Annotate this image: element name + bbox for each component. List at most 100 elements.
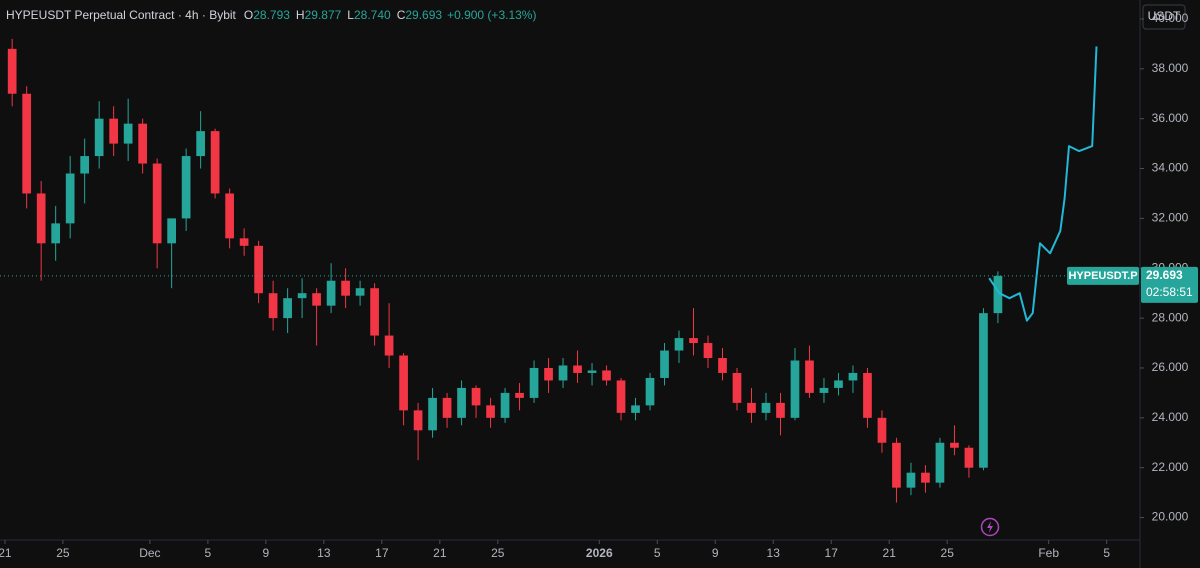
candle-body — [370, 288, 379, 336]
candle-body — [355, 288, 365, 296]
candle-body — [7, 48, 17, 94]
x-tick-label: Feb — [1038, 546, 1059, 560]
candle-body — [36, 193, 46, 244]
candle-body — [341, 280, 350, 296]
candle-body — [906, 472, 916, 488]
candle-body — [65, 173, 75, 224]
x-tick-label: 17 — [825, 546, 839, 560]
candles — [7, 38, 1003, 503]
y-tick-label: 34.000 — [1152, 161, 1189, 175]
candle-body — [196, 131, 205, 157]
y-tick-label: 24.000 — [1152, 410, 1189, 424]
symbol-tag — [1067, 266, 1139, 285]
candle-body — [834, 380, 843, 388]
icon-ring — [980, 517, 1000, 537]
candle-body — [950, 442, 959, 448]
candle-body — [674, 338, 684, 351]
ohlc-value: 29.693 — [405, 8, 442, 22]
candle-body — [819, 387, 829, 393]
x-tick-label: 17 — [375, 546, 389, 560]
ohlc-value: 28.793 — [253, 8, 290, 22]
candle-body — [761, 402, 771, 413]
candle-body — [94, 118, 104, 157]
candle-body — [529, 367, 539, 398]
candle-body — [51, 223, 61, 244]
price-tag — [1141, 266, 1198, 303]
x-tick-label: 5 — [1103, 546, 1110, 560]
x-tick-label: 25 — [56, 546, 70, 560]
x-tick-label: 25 — [941, 546, 955, 560]
x-tick-label: 21 — [883, 546, 897, 560]
icon-bolt — [987, 521, 993, 533]
title: HYPEUSDT Perpetual Contract · 4h · Bybit — [6, 8, 237, 22]
x-tick-label: Dec — [139, 546, 160, 560]
ohlc-value: 29.877 — [305, 8, 342, 22]
ohlc-label: C — [397, 8, 406, 22]
candle-body — [616, 380, 626, 413]
candle-body — [297, 293, 307, 299]
candle-body — [486, 405, 495, 418]
candle-body — [181, 156, 191, 219]
ohlc-label: H — [296, 8, 305, 22]
candle-body — [210, 131, 220, 194]
symbol-tag-label: HYPEUSDT.P — [1068, 270, 1137, 282]
candle-body — [225, 193, 234, 239]
y-tick-label: 28.000 — [1152, 310, 1189, 324]
y-tick-label: 32.000 — [1152, 211, 1189, 225]
candle-body — [254, 245, 263, 294]
candle-body — [384, 335, 394, 356]
candle-body — [326, 280, 336, 306]
candle-body — [805, 360, 814, 393]
currency-button[interactable] — [1142, 4, 1186, 30]
candle-body — [80, 156, 90, 174]
candle-body — [558, 365, 568, 381]
y-tick-label: 38.000 — [1152, 61, 1189, 75]
candle-body — [993, 275, 1003, 314]
candle-body — [718, 358, 727, 373]
candle-body — [167, 218, 176, 244]
y-tick-label: 26.000 — [1152, 360, 1189, 374]
candle-body — [500, 392, 510, 418]
candle-body — [703, 343, 713, 359]
x-tick-label: 2026 — [586, 546, 613, 560]
candle-body — [515, 392, 524, 398]
ohlc-label: L — [347, 8, 354, 22]
candle-body — [863, 372, 872, 418]
x-tick-label: 9 — [712, 546, 719, 560]
x-tick-label: 5 — [205, 546, 212, 560]
candle-body — [152, 163, 162, 244]
candle-body — [587, 370, 597, 373]
y-tick-label: 36.000 — [1152, 111, 1189, 125]
candle-body — [268, 293, 278, 319]
candle-body — [631, 405, 640, 413]
candle-body — [747, 402, 756, 413]
x-tick-label: 25 — [491, 546, 505, 560]
header: HYPEUSDT Perpetual Contract · 4h · Bybit… — [6, 8, 536, 22]
price-tag-label: 29.693 — [1146, 268, 1183, 282]
lightning-icon[interactable] — [980, 517, 1000, 537]
candle-body — [399, 355, 408, 411]
candle-body — [138, 123, 147, 164]
candle-body — [689, 338, 698, 344]
candle-body — [602, 370, 611, 381]
candle-body — [312, 293, 321, 306]
candle-body — [22, 93, 32, 194]
y-tick-label: 40.000 — [1152, 11, 1189, 25]
candle-body — [457, 387, 466, 418]
candle-body — [776, 402, 785, 418]
candle-body — [239, 238, 249, 246]
candle-body — [283, 298, 292, 319]
x-tick-label: 13 — [767, 546, 781, 560]
candle-body — [979, 313, 988, 468]
x-tick-label: 13 — [317, 546, 331, 560]
x-tick-label: 5 — [654, 546, 661, 560]
candle-body — [544, 367, 553, 381]
candle-body — [573, 365, 582, 373]
x-tick-label: 9 — [263, 546, 270, 560]
ohlc-label: O — [244, 8, 253, 22]
projection-line — [988, 46, 1098, 322]
change: +0.900 (+3.13%) — [447, 8, 536, 22]
candle-body — [660, 350, 669, 378]
